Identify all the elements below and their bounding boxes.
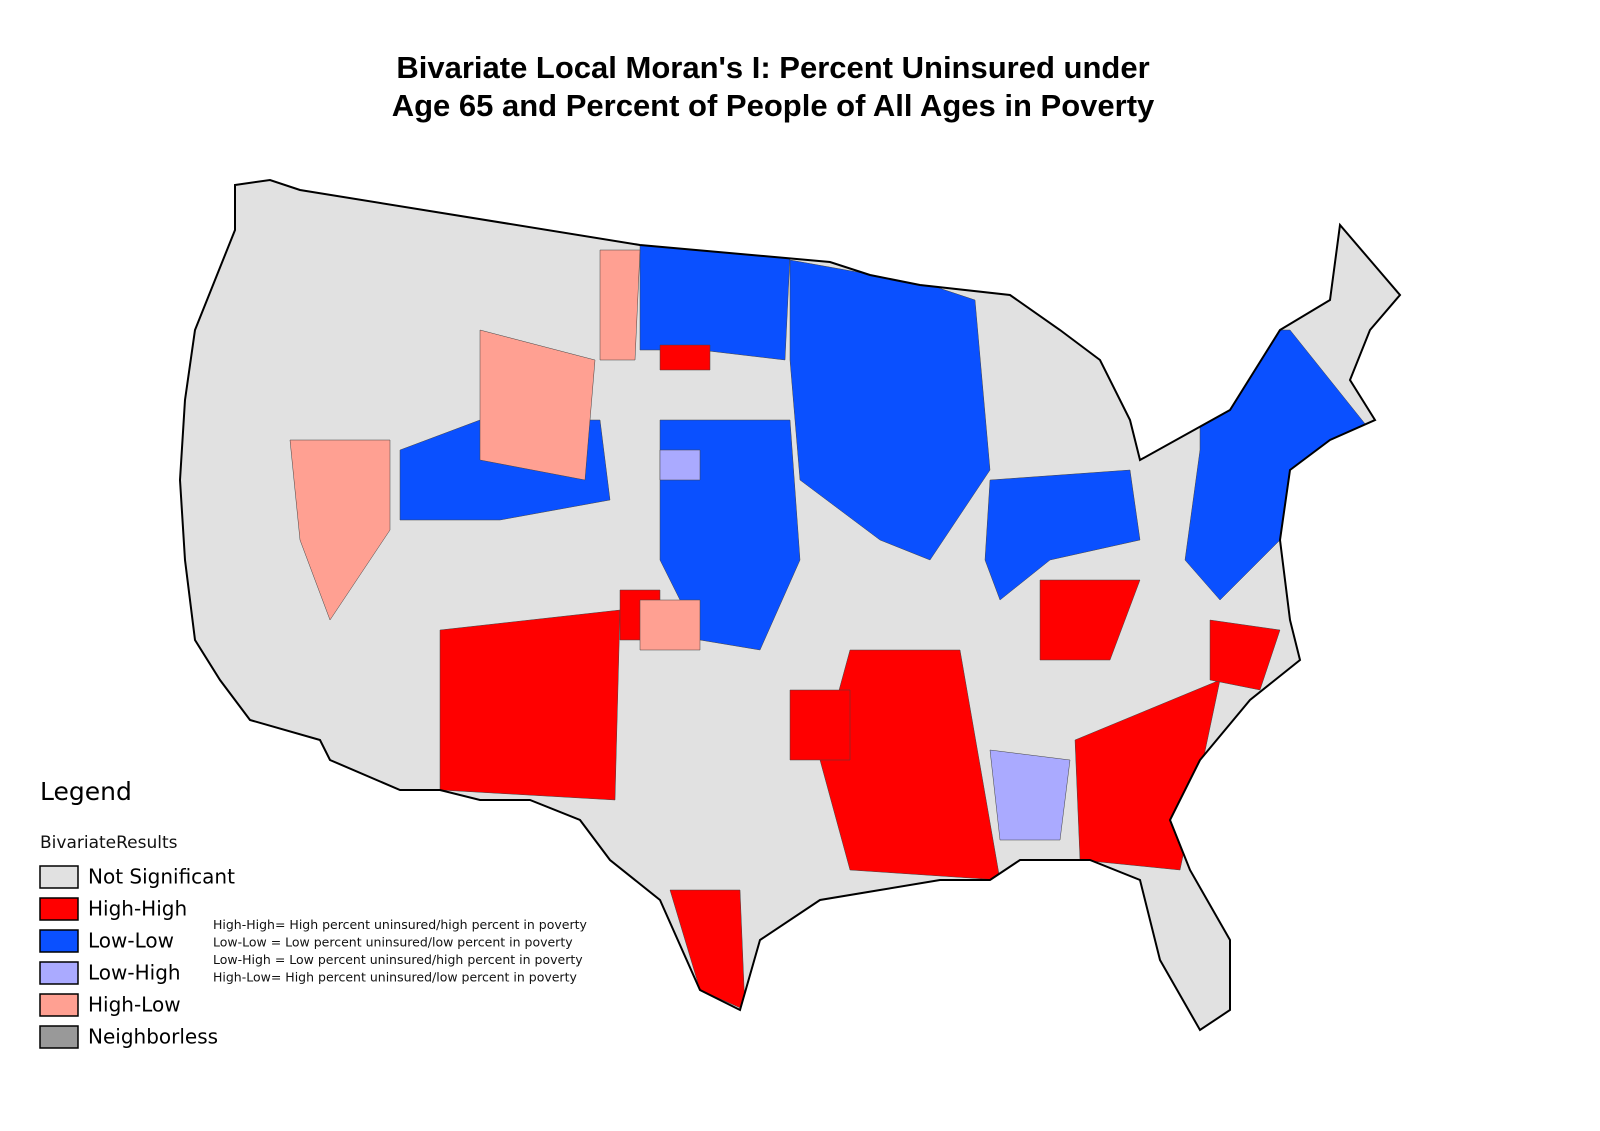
legend-swatch — [39, 865, 79, 889]
legend-swatch — [39, 897, 79, 921]
legend-swatch — [39, 929, 79, 953]
legend-label: Low-High — [88, 961, 181, 985]
legend-label: Neighborless — [88, 1025, 218, 1049]
cluster-region — [984, 469, 1141, 601]
cluster-region — [479, 329, 596, 481]
note: High-High= High percent uninsured/high p… — [213, 917, 587, 932]
cluster-region — [1209, 619, 1281, 691]
note: Low-Low = Low percent uninsured/low perc… — [213, 935, 573, 950]
cluster-region — [659, 344, 711, 371]
legend-subtitle: BivariateResults — [40, 833, 178, 853]
cluster-region — [789, 689, 851, 761]
legend-swatch — [39, 1025, 79, 1049]
cluster-region — [289, 439, 391, 621]
cluster-region — [1039, 579, 1141, 661]
legend-label: High-Low — [88, 993, 181, 1017]
cluster-region — [989, 749, 1071, 841]
legend-label: Low-Low — [88, 929, 174, 953]
us-outline — [178, 178, 1402, 1032]
cluster-region — [639, 599, 701, 651]
legend-swatch — [39, 961, 79, 985]
cluster-region — [659, 449, 701, 481]
note: Low-High = Low percent uninsured/high pe… — [213, 952, 583, 967]
cluster-region — [599, 249, 641, 361]
legend: Legend BivariateResults Not Significant H… — [39, 777, 235, 1049]
cluster-region — [789, 259, 991, 561]
legend-label: Not Significant — [88, 865, 235, 889]
cluster-region — [439, 609, 621, 801]
legend-swatch — [39, 993, 79, 1017]
map-title: Bivariate Local Moran's I: Percent Unins… — [396, 50, 1149, 85]
legend-heading: Legend — [40, 777, 132, 806]
notes: High-High= High percent uninsured/high p… — [213, 917, 587, 985]
legend-label: High-High — [88, 897, 187, 921]
us-map — [178, 178, 1402, 1032]
note: High-Low= High percent uninsured/low per… — [213, 970, 577, 985]
map-title: Age 65 and Percent of People of All Ages… — [392, 88, 1155, 123]
cluster-region — [639, 239, 791, 361]
